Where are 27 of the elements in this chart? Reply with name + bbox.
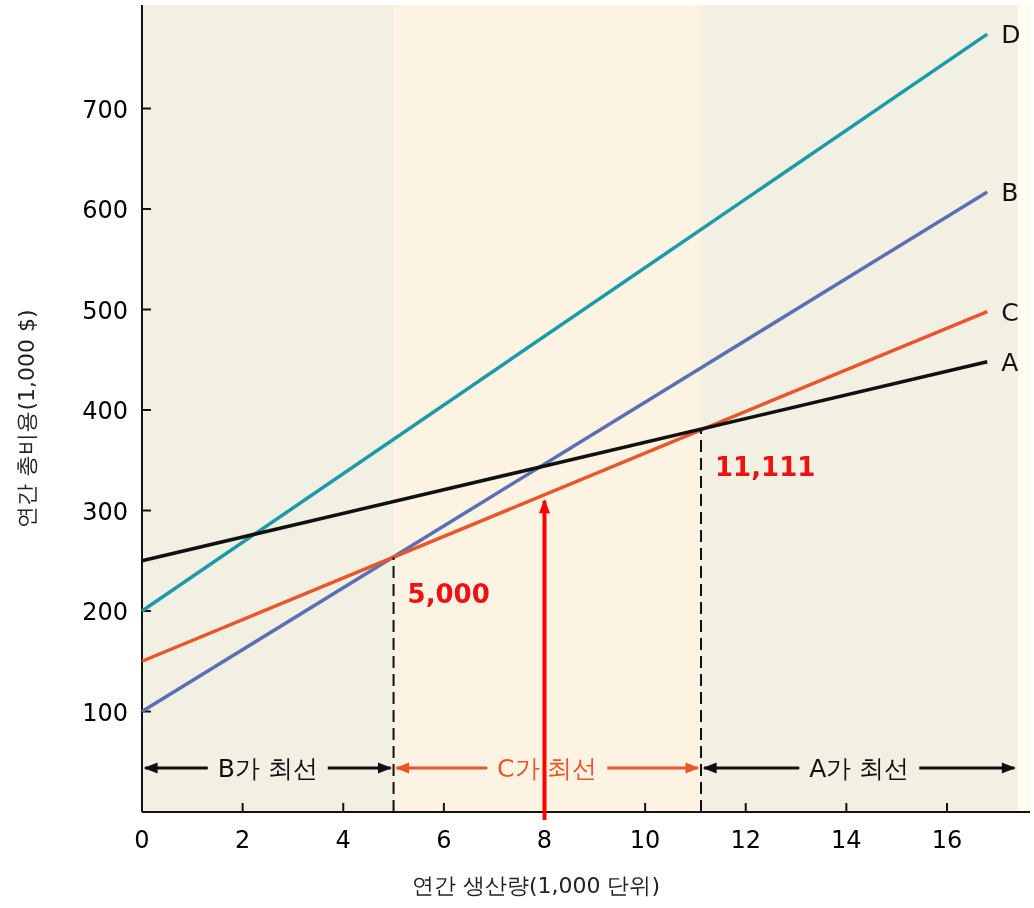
y-tick-label: 100 xyxy=(82,698,128,727)
x-axis-title: 연간 생산량(1,000 단위) xyxy=(411,873,661,898)
y-tick-label: 200 xyxy=(82,598,128,626)
y-tick-label: 600 xyxy=(82,196,128,225)
x-tick-label: 4 xyxy=(335,826,351,854)
x-tick-label: 8 xyxy=(536,826,553,854)
x-tick-label: 6 xyxy=(436,826,452,854)
series-label: D xyxy=(1001,20,1021,50)
series-label: B xyxy=(1001,177,1019,207)
x-tick-label: 10 xyxy=(629,826,661,854)
ref-line-label: 11,111 xyxy=(715,451,816,482)
y-tick-label: 400 xyxy=(82,397,128,426)
y-axis-title: 연간 총비용(1,000 $) xyxy=(14,309,39,528)
x-tick-label: 14 xyxy=(831,826,862,854)
x-tick-label: 0 xyxy=(134,826,150,854)
y-tick-label: 300 xyxy=(82,497,128,526)
ref-line-label: 5,000 xyxy=(407,579,490,610)
x-tick-label: 2 xyxy=(234,826,251,854)
series-label: A xyxy=(1001,347,1019,377)
x-tick-label: 16 xyxy=(931,826,963,854)
series-label: C xyxy=(1001,297,1019,327)
y-tick-label: 500 xyxy=(82,296,128,325)
band-label: A가 최선 xyxy=(809,754,910,783)
band-label: C가 최선 xyxy=(497,754,598,783)
x-tick-label: 12 xyxy=(730,826,762,854)
y-tick-label: 700 xyxy=(82,95,128,124)
band-label: B가 최선 xyxy=(217,754,318,783)
